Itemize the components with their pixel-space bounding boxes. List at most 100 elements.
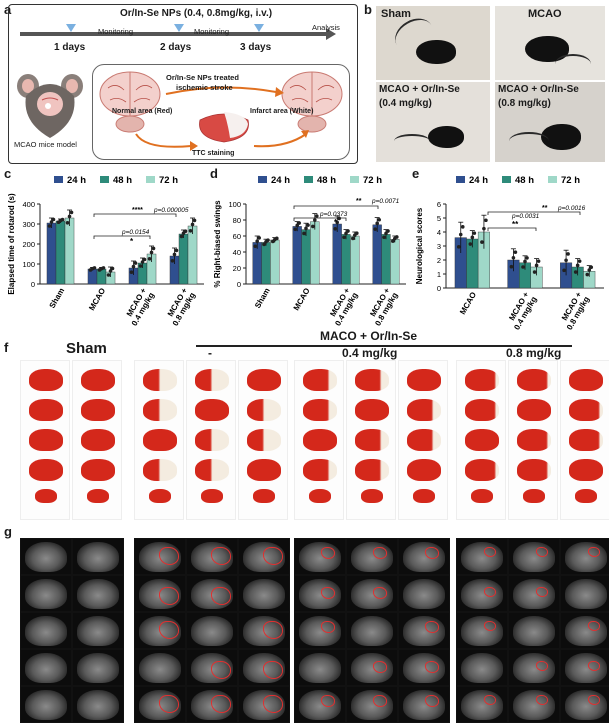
infarct-outline (263, 547, 283, 565)
x-tick-label: MCAO +0.8 mg/kg (557, 290, 591, 331)
y-tick-label: 0 (237, 280, 241, 289)
infarct-outline (425, 661, 439, 673)
mri-slice (565, 542, 607, 572)
bar-48h-3 (341, 234, 351, 285)
photo-combo-08 (495, 82, 605, 162)
ttc-label: TTC staining (192, 150, 235, 157)
data-point (391, 239, 395, 243)
data-point (355, 231, 359, 235)
mri-slice (77, 616, 119, 646)
significance-annotation: ** (356, 198, 362, 205)
infarct-outline (535, 547, 548, 557)
data-point (174, 248, 179, 253)
ttc-slice (143, 399, 177, 421)
ttc-slice (407, 429, 441, 451)
mri-slice (77, 579, 119, 609)
ttc-slice (81, 429, 115, 451)
mri-slice (461, 542, 503, 572)
data-point (315, 214, 319, 218)
dose-label-04: 0.4 mg/kg (342, 346, 398, 360)
mri-slice (25, 542, 67, 572)
significance-annotation: ** (542, 205, 548, 212)
ttc-slice (303, 459, 337, 481)
ttc-slice (355, 429, 389, 451)
bar-72h-1 (270, 239, 280, 285)
infarct-outline (587, 547, 600, 557)
mri-slice (77, 542, 119, 572)
mouse-head-illustration (17, 74, 83, 138)
data-point (534, 263, 539, 268)
ttc-slice (35, 489, 57, 503)
panel-a-letter: a (4, 2, 12, 17)
legend-swatch-3 (548, 176, 557, 183)
legend-label-1: 24 h (271, 175, 290, 186)
x-tick-label: MCAO (458, 291, 478, 317)
y-tick-label: 100 (228, 200, 241, 209)
y-axis-label: Neurological scores (415, 207, 424, 284)
treated-label-2: ischemic stroke (176, 83, 233, 92)
ttc-slice (517, 459, 551, 481)
legend-label-2: 48 h (317, 175, 336, 186)
ttc-slice (247, 429, 281, 451)
data-point (384, 231, 388, 236)
ttc-slice (143, 429, 177, 451)
ttc-slice (465, 369, 499, 391)
y-axis-label: Elapsed time of rotarod (s) (7, 193, 16, 295)
y-tick-label: 400 (22, 200, 35, 209)
mri-slice (461, 653, 503, 683)
data-point (253, 244, 257, 249)
ttc-slice (87, 489, 109, 503)
infarct-outline (425, 695, 439, 707)
bar-48h-2 (301, 229, 311, 285)
bar-24h-2 (292, 226, 302, 285)
data-point (306, 223, 310, 227)
data-point (108, 269, 113, 273)
photo-combo-08-label-1: MCAO + Or/In-Se (498, 84, 579, 95)
data-point (101, 266, 106, 270)
infarct-outline (159, 621, 179, 639)
legend-swatch-3 (146, 176, 155, 183)
mri-slice (461, 690, 503, 720)
mri-slice (513, 542, 555, 572)
infarct-outline (535, 695, 548, 705)
treated-label-1: Or/In-Se NPs treated (166, 73, 239, 82)
mri-slice (403, 542, 445, 572)
infarct-outline (373, 547, 387, 559)
photo-mcao-label: MCAO (528, 8, 562, 20)
mri-slice (299, 616, 341, 646)
infarct-outline (211, 547, 231, 565)
significance-annotation: * (334, 218, 338, 227)
mri-slice (403, 616, 445, 646)
data-point (183, 229, 188, 233)
dose-label-08: 0.8 mg/kg (506, 346, 562, 360)
data-point (313, 218, 317, 222)
data-point (142, 257, 147, 262)
timeline-monitoring-2: Monitoring (194, 27, 230, 36)
data-point (585, 272, 590, 277)
bar-48h-1 (261, 242, 271, 285)
data-point (129, 270, 134, 274)
mri-slice (25, 690, 67, 720)
infarct-outline (587, 695, 600, 705)
legend-swatch-3 (350, 176, 359, 183)
infarct-outline (483, 621, 496, 631)
ttc-slice (569, 369, 603, 391)
bar-24h-1 (46, 222, 57, 285)
bar-48h-4 (178, 233, 189, 285)
data-point (149, 250, 154, 255)
photo-combo-04-label-2: (0.4 mg/kg) (379, 98, 432, 109)
infarct-outline (373, 661, 387, 673)
significance-bracket (487, 211, 581, 215)
data-point (266, 238, 270, 242)
mri-slice (513, 616, 555, 646)
ttc-set-1 (20, 360, 124, 520)
mri-slice (461, 616, 503, 646)
y-tick-label: 40 (233, 248, 241, 257)
infarct-outline (321, 547, 335, 559)
ttc-slice (413, 489, 435, 503)
y-tick-label: 1 (437, 270, 441, 279)
legend-label-2: 48 h (515, 175, 534, 186)
ttc-slice (471, 489, 493, 503)
ttc-slice (195, 399, 229, 421)
ttc-slice (29, 369, 63, 391)
